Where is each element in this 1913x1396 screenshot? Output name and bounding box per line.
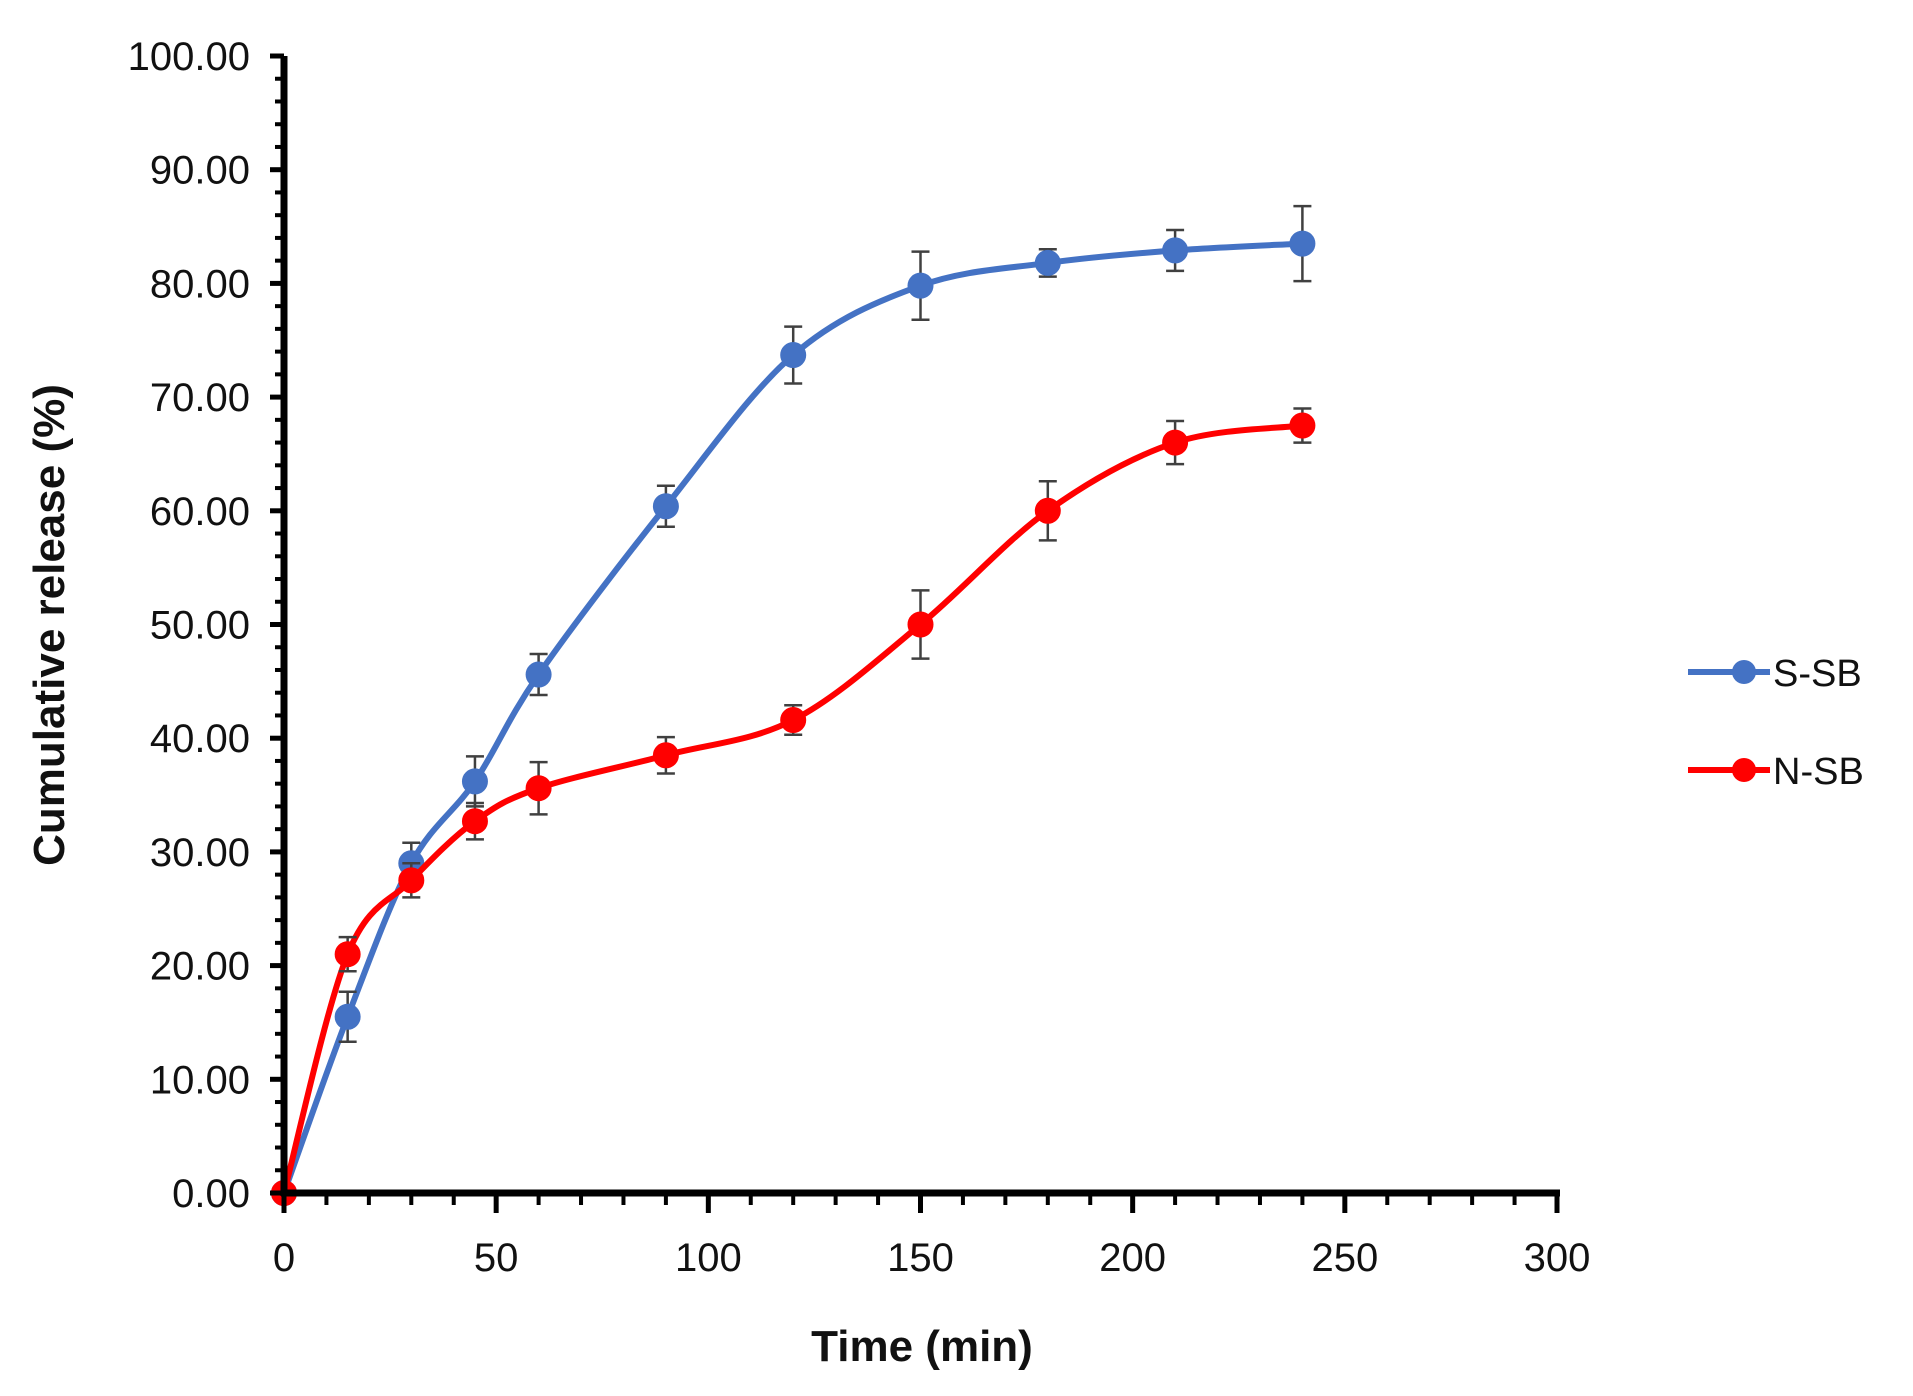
data-point-n-sb — [780, 707, 807, 734]
x-tick-label: 100 — [675, 1236, 742, 1280]
x-tick-label: 0 — [273, 1236, 295, 1280]
data-point-s-sb — [652, 493, 679, 520]
y-tick-label: 60.00 — [150, 490, 250, 534]
y-axis-title: Cumulative release (%) — [25, 384, 74, 866]
x-tick-label: 150 — [887, 1236, 954, 1280]
data-point-s-sb — [780, 342, 807, 369]
data-point-n-sb — [334, 941, 361, 968]
legend-item-s-sb: S-SB — [1688, 653, 1862, 695]
data-point-s-sb — [461, 768, 488, 795]
data-point-n-sb — [1162, 429, 1189, 456]
y-tick-label: 40.00 — [150, 717, 250, 761]
x-tick-label: 200 — [1099, 1236, 1166, 1280]
data-point-n-sb — [398, 867, 425, 894]
y-tick-label: 90.00 — [150, 149, 250, 193]
x-tick-label: 300 — [1524, 1236, 1591, 1280]
data-point-s-sb — [1162, 237, 1189, 264]
series-line-n-sb — [281, 422, 1306, 1196]
data-point-n-sb — [525, 775, 552, 802]
series-layer — [271, 204, 1316, 1206]
x-tick-label: 50 — [474, 1236, 519, 1280]
legend-label: N-SB — [1773, 751, 1864, 793]
y-tick-layer: 0.00 10.00 20.00 30.00 40.00 50.00 60.00 70.00 8… — [128, 35, 284, 1216]
data-point-s-sb — [907, 272, 934, 299]
y-tick-label: 70.00 — [150, 376, 250, 420]
data-point-n-sb — [1034, 497, 1061, 524]
data-point-n-sb — [652, 742, 679, 769]
data-point-s-sb — [1289, 230, 1316, 257]
legend-label: S-SB — [1773, 653, 1862, 695]
data-point-n-sb — [907, 611, 934, 638]
series-n-sb — [271, 407, 1316, 1206]
y-tick-label: 100.00 — [128, 35, 250, 79]
data-point-n-sb — [461, 808, 488, 835]
data-point-n-sb — [1289, 412, 1316, 439]
y-tick-label: 10.00 — [150, 1058, 250, 1102]
data-point-s-sb — [334, 1003, 361, 1030]
y-tick-label: 80.00 — [150, 262, 250, 306]
legend-swatch-marker — [1732, 660, 1756, 684]
legend: S-SB N-SB — [1688, 653, 1864, 793]
legend-swatch-marker — [1732, 758, 1756, 782]
y-tick-label: 30.00 — [150, 831, 250, 875]
x-tick-layer: 0 50 100 150 200 250 300 — [273, 1193, 1591, 1280]
data-point-s-sb — [1034, 249, 1061, 276]
y-tick-label: 20.00 — [150, 945, 250, 989]
y-tick-label: 50.00 — [150, 604, 250, 648]
series-s-sb — [271, 204, 1316, 1206]
legend-item-n-sb: N-SB — [1688, 751, 1864, 793]
y-tick-label: 0.00 — [172, 1172, 250, 1216]
x-tick-label: 250 — [1311, 1236, 1378, 1280]
data-point-s-sb — [525, 661, 552, 688]
x-axis-title: Time (min) — [811, 1322, 1033, 1371]
